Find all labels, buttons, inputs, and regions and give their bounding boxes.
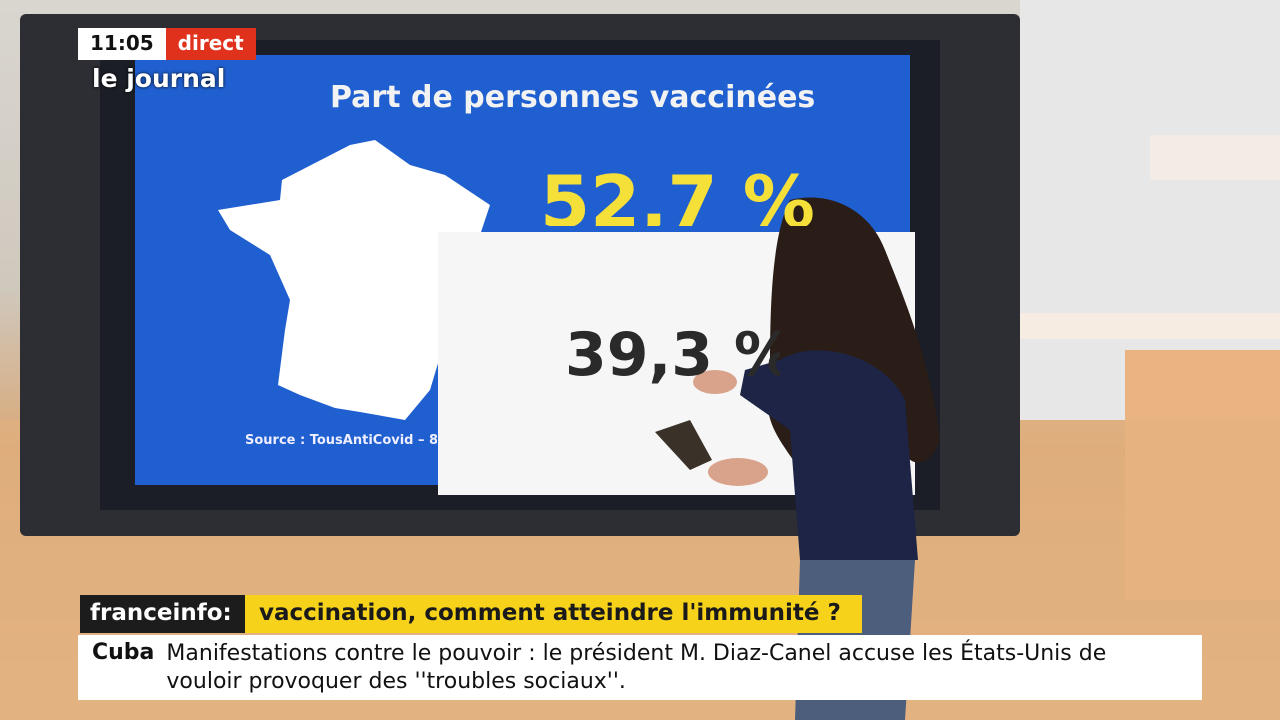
big-value: 52,7 % — [540, 160, 815, 244]
light — [1020, 313, 1280, 339]
source: Source : TousAntiCovid – 8 ju — [245, 433, 437, 448]
ticker-tag: Cuba — [92, 640, 155, 665]
program: le journal — [92, 64, 226, 93]
person-sweater — [740, 350, 918, 560]
live-label: direct — [165, 28, 256, 60]
screen-title: Part de personnes vaccinées — [330, 80, 816, 115]
ticker: Cuba Manifestations contre le pouvoir : … — [78, 635, 1202, 700]
live-badge: 11:05 direct — [78, 28, 256, 60]
time: 11:05 — [78, 28, 166, 60]
headline: vaccination, comment atteindre l'immunit… — [245, 595, 862, 633]
france-map — [218, 140, 490, 420]
headline-bar: franceinfo: vaccination, comment atteind… — [80, 595, 862, 633]
ticker-text: Manifestations contre le pouvoir : le pr… — [166, 641, 1107, 694]
panel-value: 39,3 % — [565, 320, 780, 390]
person-hand — [708, 458, 768, 486]
brand: franceinfo: — [80, 595, 245, 633]
tablet — [655, 420, 712, 470]
light — [1150, 135, 1280, 180]
person-hand — [693, 370, 737, 394]
